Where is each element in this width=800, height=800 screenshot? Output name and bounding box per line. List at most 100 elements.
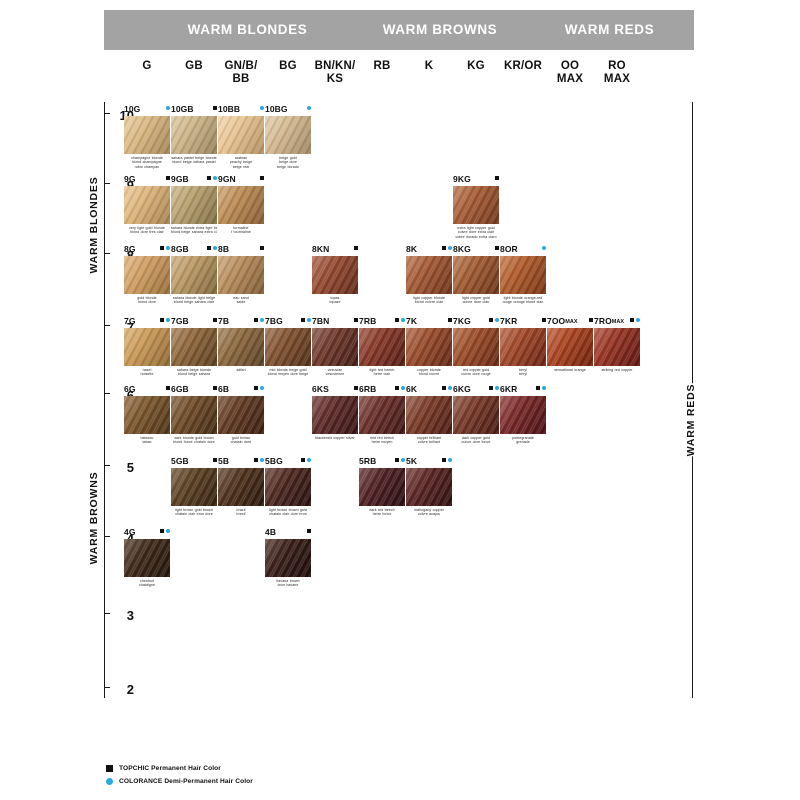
hair-color-swatch[interactable] (124, 396, 170, 434)
swatch-badges (207, 246, 217, 250)
hair-color-swatch[interactable] (359, 328, 405, 366)
swatch-cell-8or[interactable]: 8OR light blonde orange-red rouge orange b… (500, 244, 546, 305)
swatch-cell-10g[interactable]: 10G champagne blonde blond champagne rubio … (124, 104, 170, 169)
swatch-cell-5gb[interactable]: 5GB light brown gold brown chatain clair b… (171, 456, 217, 517)
swatch-cell-6ks[interactable]: 6KS blackened copper silver (312, 384, 358, 440)
topchic-marker-icon (213, 318, 217, 322)
hair-color-swatch[interactable] (500, 396, 546, 434)
hair-color-swatch[interactable] (171, 328, 217, 366)
hair-color-swatch[interactable] (406, 256, 452, 294)
swatch-cell-7k[interactable]: 7K copper blonde blond cuivre (406, 316, 452, 377)
hair-color-swatch[interactable] (218, 468, 264, 506)
swatch-cell-8kn[interactable]: 8KN topaz topaze (312, 244, 358, 305)
swatch-cell-8b[interactable]: 8B eau sand sable (218, 244, 264, 305)
hair-color-swatch[interactable] (453, 396, 499, 434)
hair-color-swatch[interactable] (124, 186, 170, 224)
swatch-cell-7rb[interactable]: 7RB light red beech hetre clair (359, 316, 405, 377)
hair-color-swatch[interactable] (453, 328, 499, 366)
hair-color-swatch[interactable] (218, 186, 264, 224)
swatch-cell-9gb[interactable]: 9GB sahara blonde extra light beigeblond … (171, 174, 217, 235)
swatch-cell-5bg[interactable]: 5BG light brown brown gold chatain clair d… (265, 456, 311, 517)
swatch-code: 7ROMAX (594, 316, 625, 326)
swatch-caption-line: beige real (232, 164, 250, 169)
swatch-cell-6kg[interactable]: 6KG dark copper gold cuivre dore fonce (453, 384, 499, 445)
swatch-caption-line: cuivre dore fonce (461, 440, 491, 445)
swatch-code: 5K (406, 456, 418, 466)
swatch-cell-4g[interactable]: 4G chestnut chataigne (124, 527, 170, 588)
hair-color-swatch[interactable] (265, 468, 311, 506)
swatch-cell-9kg[interactable]: 9KG extra light copper gold cuivre dore ex… (453, 174, 499, 239)
swatch-cell-7oomax[interactable]: 7OOMAX sensational orange (547, 316, 593, 372)
topchic-marker-icon (489, 318, 493, 322)
swatch-cell-7kr[interactable]: 7KR beryl beryl (500, 316, 546, 377)
hair-color-swatch[interactable] (218, 116, 264, 154)
swatch-cell-6gb[interactable]: 6GB dark blonde gold brown blond fonce cha… (171, 384, 217, 445)
swatch-cell-7bg[interactable]: 7BG mid blonde beige gold blond moyen dore… (265, 316, 311, 377)
hair-color-swatch[interactable] (124, 116, 170, 154)
hair-color-swatch[interactable] (171, 468, 217, 506)
hair-color-swatch[interactable] (594, 328, 640, 366)
swatch-cell-10bb[interactable]: 10BB arabian peachy beige beige real (218, 104, 264, 169)
swatch-code-row: 6KG (453, 384, 499, 396)
hair-color-swatch[interactable] (406, 396, 452, 434)
swatch-cell-7kg[interactable]: 7KG red copper gold cuivre dore rouge (453, 316, 499, 377)
hair-color-swatch[interactable] (124, 328, 170, 366)
hair-color-swatch[interactable] (265, 539, 311, 577)
swatch-cell-5rb[interactable]: 5RB dark red beech hetre fonce (359, 456, 405, 517)
swatch-cell-9g[interactable]: 9G very light gold blonde blond dore tres … (124, 174, 170, 235)
swatch-caption-line: bresil (236, 512, 246, 517)
hair-color-swatch[interactable] (406, 468, 452, 506)
swatch-cell-6k[interactable]: 6K copper brilliant cuivre brillant (406, 384, 452, 445)
hair-color-swatch[interactable] (171, 186, 217, 224)
hair-color-swatch[interactable] (218, 396, 264, 434)
hair-color-swatch[interactable] (218, 328, 264, 366)
hair-color-swatch[interactable] (406, 328, 452, 366)
swatch-cell-8g[interactable]: 8G gold blonde blond dore (124, 244, 170, 305)
swatch-cell-8gb[interactable]: 8GB sahara blonde light beige blond beige … (171, 244, 217, 305)
swatch-cell-5k[interactable]: 5K mahogany copper cuivre acajou (406, 456, 452, 517)
hair-color-swatch[interactable] (171, 116, 217, 154)
swatch-cell-6rb[interactable]: 6RB mid red beech hetre moyen (359, 384, 405, 445)
hair-color-swatch[interactable] (453, 186, 499, 224)
swatch-cell-7b[interactable]: 7B safari (218, 316, 264, 372)
swatch-cell-6b[interactable]: 6B gold brown chatain dore (218, 384, 264, 445)
swatch-cell-7bn[interactable]: 7BN vesuvian vesuvienne (312, 316, 358, 377)
swatch-code: 8KG (453, 244, 471, 254)
hair-color-swatch[interactable] (124, 256, 170, 294)
axis-line-left (104, 102, 106, 698)
legend-label: COLORANCE Demi-Permanent Hair Color (119, 778, 253, 785)
family-label-warm-reds: WARM REDS (564, 22, 655, 37)
hair-color-swatch[interactable] (453, 256, 499, 294)
swatch-code-row: 7KG (453, 316, 499, 328)
swatch-cell-5b[interactable]: 5B brazil bresil (218, 456, 264, 517)
hair-color-swatch[interactable] (359, 396, 405, 434)
hair-color-swatch[interactable] (312, 396, 358, 434)
swatch-cell-8k[interactable]: 8K light copper blonde blond cuivre clair (406, 244, 452, 305)
swatch-cell-7romax[interactable]: 7ROMAX striking red copper (594, 316, 640, 372)
swatch-cell-8kg[interactable]: 8KG light copper gold cuivre dore clair (453, 244, 499, 305)
swatch-caption: sensational orange (547, 368, 593, 372)
hair-color-swatch[interactable] (171, 396, 217, 434)
hair-color-swatch[interactable] (265, 328, 311, 366)
swatch-cell-9gn[interactable]: 9GN tormaline t tourmaline (218, 174, 264, 235)
swatch-cell-10bg[interactable]: 10BG beige gold beige dore beige dorado (265, 104, 311, 169)
swatch-cell-7g[interactable]: 7G hazel noisette (124, 316, 170, 377)
hair-color-swatch[interactable] (312, 256, 358, 294)
hair-color-swatch[interactable] (265, 116, 311, 154)
hair-color-swatch[interactable] (124, 539, 170, 577)
hair-sheen-overlay (218, 468, 264, 506)
hair-color-swatch[interactable] (500, 328, 546, 366)
hair-color-swatch[interactable] (171, 256, 217, 294)
hair-color-swatch[interactable] (547, 328, 593, 366)
hair-color-swatch[interactable] (312, 328, 358, 366)
swatch-cell-6g[interactable]: 6G tabacco tabac (124, 384, 170, 445)
hair-color-swatch[interactable] (218, 256, 264, 294)
swatch-caption-line: dark blonde gold brown (174, 436, 214, 440)
swatch-cell-7gb[interactable]: 7GB sahara beige blonde blond beige sahara (171, 316, 217, 377)
hair-color-swatch[interactable] (500, 256, 546, 294)
swatch-cell-6kr[interactable]: 6KR pomegranate grenade (500, 384, 546, 445)
hair-color-swatch[interactable] (359, 468, 405, 506)
swatch-cell-10gb[interactable]: 10GB sahara pastel beige blonde blond beig… (171, 104, 217, 165)
swatch-cell-4b[interactable]: 4B havana brown brun havane (265, 527, 311, 588)
